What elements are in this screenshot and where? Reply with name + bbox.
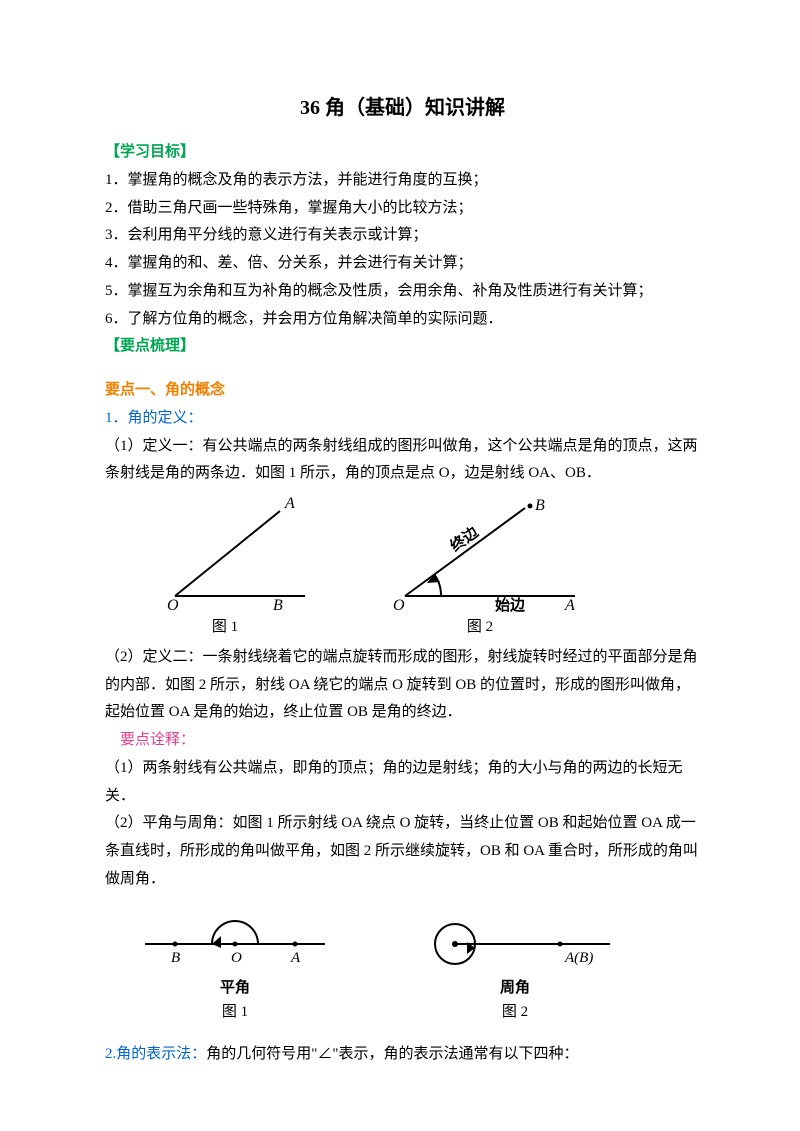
- fig3-block: B O A 平角 图 1: [135, 904, 335, 1028]
- point1-header: 要点一、角的概念: [105, 377, 700, 405]
- full-angle-diagram: A(B): [405, 904, 625, 974]
- label-B2: B: [535, 497, 545, 514]
- fig2-block: O A B 始边 终边 图 2: [365, 496, 595, 642]
- label-O3: O: [231, 950, 242, 966]
- goal-item: 3．会利用角平分线的意义进行有关表示或计算；: [105, 222, 700, 250]
- fig3-label: 图 1: [135, 999, 335, 1027]
- goals-list: 1．掌握角的概念及角的表示方法，并能进行角度的互换； 2．借助三角尺画一些特殊角…: [105, 167, 700, 334]
- goal-item: 1．掌握角的概念及角的表示方法，并能进行角度的互换；: [105, 167, 700, 195]
- label-B: B: [273, 597, 283, 614]
- goal-item: 5．掌握互为余角和互为补角的概念及性质，会用余角、补角及性质进行有关计算；: [105, 278, 700, 306]
- outline-header: 【要点梳理】: [105, 333, 700, 361]
- figures-row-2: B O A 平角 图 1 A(B) 周角 图 2: [135, 904, 700, 1028]
- goal-item: 4．掌握角的和、差、倍、分关系，并会进行有关计算；: [105, 250, 700, 278]
- def1-body1: （1）定义一：有公共端点的两条射线组成的图形叫做角，这个公共端点是角的顶点，这两…: [105, 433, 700, 489]
- angle-open-diagram: O A B: [125, 496, 325, 616]
- label-B3: B: [171, 950, 180, 966]
- fig1-label: 图 1: [125, 614, 325, 642]
- interpret2: （2）平角与周角：如图 1 所示射线 OA 绕点 O 旋转，当终止位置 OB 和…: [105, 810, 700, 893]
- def2-body: 角的几何符号用"∠"表示，角的表示法通常有以下四种：: [206, 1046, 578, 1062]
- learning-goal-header: 【学习目标】: [105, 139, 700, 167]
- svg-text:A(B): A(B): [564, 950, 593, 966]
- goal-item: 6．了解方位角的概念，并会用方位角解决简单的实际问题．: [105, 306, 700, 334]
- label-O2: O: [393, 597, 405, 614]
- label-startside: 始边: [495, 596, 526, 614]
- label-A: A: [284, 496, 295, 512]
- fig2-label: 图 2: [365, 614, 595, 642]
- flat-angle-label: 平角: [135, 974, 335, 1002]
- label-A2: A: [564, 597, 575, 614]
- full-angle-label: 周角: [405, 974, 625, 1002]
- interpret-header: 要点诠释：: [105, 727, 700, 755]
- interpret1: （1）两条射线有公共端点，即角的顶点；角的边是射线；角的大小与角的两边的长短无关…: [105, 755, 700, 811]
- label-A3: A: [290, 950, 301, 966]
- def1-body2: （2）定义二：一条射线绕着它的端点旋转而形成的图形，射线旋转时经过的平面部分是角…: [105, 644, 700, 727]
- label-B4: (B): [574, 950, 593, 966]
- fig1-block: O A B 图 1: [125, 496, 325, 642]
- def1-header: 1．角的定义：: [105, 405, 700, 433]
- goal-item: 2．借助三角尺画一些特殊角，掌握角大小的比较方法；: [105, 195, 700, 223]
- fig4-label: 图 2: [405, 999, 625, 1027]
- flat-angle-diagram: B O A: [135, 904, 335, 974]
- label-endside: 终边: [447, 522, 483, 555]
- label-O: O: [167, 597, 179, 614]
- angle-rotate-diagram: O A B 始边 终边: [365, 496, 595, 616]
- def2-header: 2.角的表示法：: [105, 1046, 206, 1062]
- page-title: 36 角（基础）知识讲解: [105, 90, 700, 127]
- fig4-block: A(B) 周角 图 2: [405, 904, 625, 1028]
- figures-row-1: O A B 图 1 O A B 始边 终边 图 2: [125, 496, 700, 642]
